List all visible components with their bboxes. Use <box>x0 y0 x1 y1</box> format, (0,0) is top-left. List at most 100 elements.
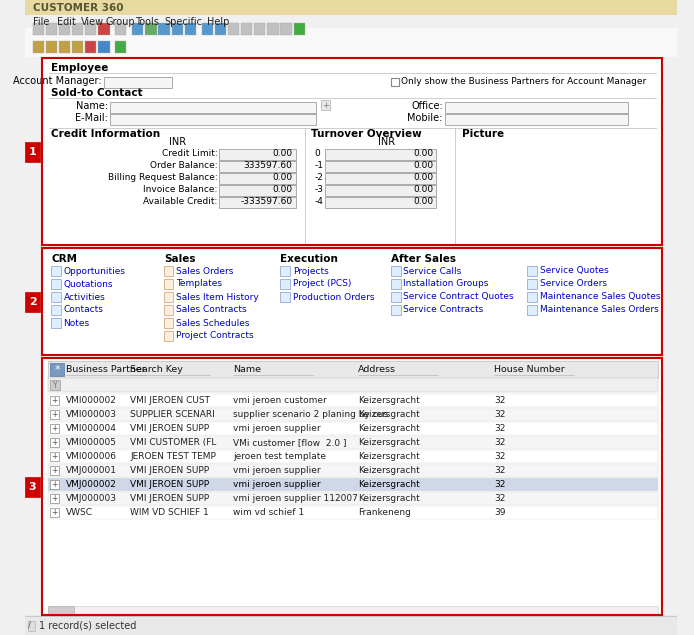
Bar <box>48 361 658 378</box>
Bar <box>51 305 61 315</box>
Bar <box>51 318 61 328</box>
Bar <box>110 114 316 125</box>
Text: VMJ000003: VMJ000003 <box>65 494 117 503</box>
Bar <box>99 23 110 35</box>
Bar <box>391 266 400 276</box>
Text: *: * <box>54 365 60 375</box>
Bar <box>391 292 400 302</box>
Text: Billing Request Balance:: Billing Request Balance: <box>108 173 217 182</box>
Text: jeroen test template: jeroen test template <box>233 452 326 461</box>
Text: 1 record(s) selected: 1 record(s) selected <box>39 620 137 630</box>
Bar <box>48 408 658 421</box>
Text: VMJ000001: VMJ000001 <box>65 466 117 475</box>
Bar <box>104 77 171 88</box>
Bar <box>51 466 59 475</box>
Text: 0.00: 0.00 <box>273 173 293 182</box>
Bar <box>145 23 157 35</box>
Text: VMI000005: VMI000005 <box>65 438 117 447</box>
Bar <box>115 23 126 35</box>
Text: File: File <box>33 17 49 27</box>
Bar <box>325 185 437 196</box>
Text: Employee: Employee <box>51 63 109 73</box>
Text: Name:: Name: <box>76 101 108 111</box>
Bar <box>321 100 330 110</box>
Bar <box>48 422 658 435</box>
Bar <box>48 478 658 491</box>
Bar <box>325 173 437 184</box>
Text: INR: INR <box>378 137 395 147</box>
Bar <box>325 149 437 160</box>
Bar <box>228 23 239 35</box>
Bar <box>294 23 305 35</box>
Text: 32: 32 <box>494 452 506 461</box>
Bar <box>59 41 70 53</box>
Text: VMI JEROEN SUPP: VMI JEROEN SUPP <box>130 480 210 489</box>
Text: After Sales: After Sales <box>391 254 456 264</box>
Text: E-Mail:: E-Mail: <box>75 113 108 123</box>
Bar <box>85 23 96 35</box>
Bar <box>132 23 144 35</box>
Text: VMI000002: VMI000002 <box>65 396 117 405</box>
Bar <box>99 41 110 53</box>
Bar <box>25 477 40 497</box>
Bar <box>51 508 59 517</box>
Text: View: View <box>81 17 105 27</box>
Text: VWSC: VWSC <box>65 508 92 517</box>
Bar <box>158 23 169 35</box>
Bar <box>254 23 265 35</box>
Bar <box>25 28 677 57</box>
Text: Only show the Business Partners for Account Manager: Only show the Business Partners for Acco… <box>400 77 646 86</box>
Bar <box>48 506 658 519</box>
Bar <box>46 23 57 35</box>
Text: Execution: Execution <box>280 254 338 264</box>
Text: 32: 32 <box>494 438 506 447</box>
Text: Maintenance Sales Orders: Maintenance Sales Orders <box>539 305 659 314</box>
Bar <box>51 410 59 419</box>
Text: /: / <box>28 620 31 629</box>
Bar <box>51 292 61 302</box>
Text: Picture: Picture <box>462 129 504 139</box>
Text: -2: -2 <box>314 173 323 182</box>
Text: Credit Limit:: Credit Limit: <box>162 149 217 157</box>
Bar <box>391 305 400 315</box>
Bar <box>280 23 291 35</box>
Bar <box>219 149 296 160</box>
Text: Projects: Projects <box>293 267 328 276</box>
Text: +: + <box>51 424 58 433</box>
Text: Sales Orders: Sales Orders <box>176 267 234 276</box>
Bar <box>48 606 658 614</box>
Bar <box>43 249 661 354</box>
Bar <box>527 305 536 315</box>
Text: -4: -4 <box>314 196 323 206</box>
Text: Sold-to Contact: Sold-to Contact <box>51 88 143 98</box>
Text: Sales Schedules: Sales Schedules <box>176 319 250 328</box>
Bar <box>201 23 213 35</box>
Text: Mobile:: Mobile: <box>407 113 443 123</box>
Text: +: + <box>51 480 58 489</box>
Text: +: + <box>51 396 58 405</box>
Bar <box>72 41 83 53</box>
Text: VMI JEROEN SUPP: VMI JEROEN SUPP <box>130 424 210 433</box>
Text: Credit Information: Credit Information <box>51 129 160 139</box>
Text: JEROEN TEST TEMP: JEROEN TEST TEMP <box>130 452 216 461</box>
Text: VMI JEROEN SUPP: VMI JEROEN SUPP <box>130 494 210 503</box>
Bar <box>43 59 661 244</box>
Text: Sales Item History: Sales Item History <box>176 293 259 302</box>
Text: Service Orders: Service Orders <box>539 279 607 288</box>
Bar <box>51 480 59 489</box>
Bar <box>25 0 677 15</box>
Text: 1: 1 <box>28 147 37 157</box>
Bar <box>51 266 61 276</box>
Text: SUPPLIER SCENARI: SUPPLIER SCENARI <box>130 410 215 419</box>
Text: VMI CUSTOMER (FL: VMI CUSTOMER (FL <box>130 438 217 447</box>
Bar <box>164 331 174 341</box>
Text: Group: Group <box>105 17 135 27</box>
Bar <box>280 266 290 276</box>
Text: Project (PCS): Project (PCS) <box>293 279 351 288</box>
Bar <box>219 173 296 184</box>
Bar <box>164 266 174 276</box>
Bar <box>171 23 183 35</box>
Text: Keizersgracht: Keizersgracht <box>358 494 420 503</box>
Bar <box>219 161 296 172</box>
Bar <box>241 23 252 35</box>
